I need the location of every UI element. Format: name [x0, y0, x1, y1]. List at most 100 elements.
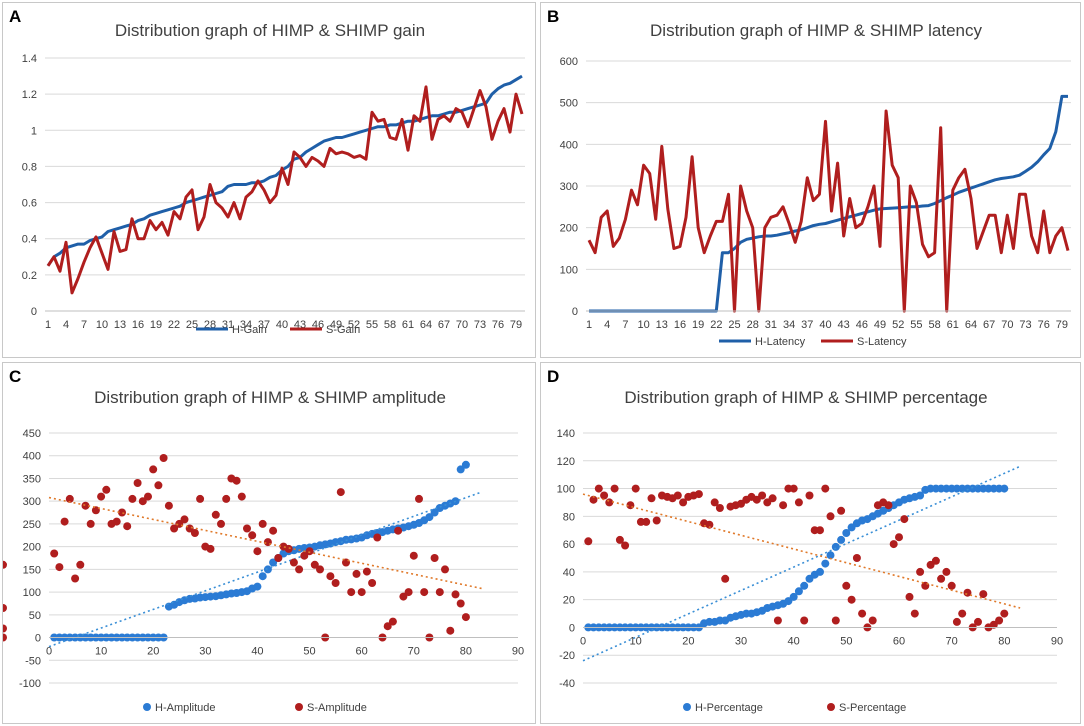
x-tick-label: 20 — [147, 646, 159, 658]
x-tick-label: 25 — [186, 319, 198, 331]
x-tick-label: 61 — [402, 319, 414, 331]
x-tick-label: 7 — [622, 319, 628, 331]
point-s-percentage — [895, 533, 903, 542]
x-tick-label: 10 — [95, 646, 107, 658]
point-h-amplitude — [425, 513, 434, 522]
x-tick-label: 52 — [348, 319, 360, 331]
chart-title: Distribution graph of HIMP & SHIMP gain — [115, 21, 425, 40]
point-s-amplitude — [362, 567, 371, 576]
point-s-amplitude — [352, 569, 361, 578]
point-s-amplitude — [326, 572, 335, 581]
point-h-amplitude — [258, 572, 267, 581]
point-s-percentage — [715, 504, 724, 512]
point-s-percentage — [816, 526, 824, 535]
point-s-amplitude — [118, 508, 126, 517]
point-s-amplitude — [60, 517, 69, 526]
legend-s-gain: S-Gain — [326, 324, 360, 336]
point-s-amplitude — [112, 517, 121, 526]
point-s-amplitude — [404, 588, 413, 597]
panel-c: C Distribution graph of HIMP & SHIMP amp… — [2, 362, 536, 724]
point-s-amplitude — [123, 522, 132, 531]
y-tick-label: 200 — [23, 542, 41, 554]
point-h-percentage — [842, 529, 851, 537]
point-s-percentage — [800, 616, 809, 625]
point-s-amplitude — [269, 526, 278, 535]
point-s-amplitude — [415, 494, 423, 503]
point-s-percentage — [942, 567, 951, 576]
point-s-percentage — [889, 540, 898, 549]
x-tick-label: 13 — [114, 319, 126, 331]
point-s-amplitude — [164, 501, 173, 510]
point-s-percentage — [900, 515, 909, 524]
x-tick-label: 22 — [168, 319, 180, 331]
legend-swatch-h-percentage — [683, 703, 691, 711]
y-tick-label: 40 — [563, 567, 575, 579]
point-h-amplitude — [269, 558, 278, 567]
legend-h-gain: H-Gain — [232, 324, 267, 336]
point-s-amplitude — [159, 454, 168, 462]
y-tick-label: 0.2 — [22, 270, 37, 282]
x-tick-label: 16 — [674, 319, 686, 331]
point-s-amplitude — [388, 617, 397, 626]
y-tick-label: 0 — [31, 306, 37, 318]
point-s-amplitude — [128, 494, 137, 503]
legend-h-amplitude: H-Amplitude — [155, 702, 216, 714]
legend-h-percentage: H-Percentage — [695, 702, 763, 714]
point-h-amplitude — [263, 565, 272, 574]
legend-s-percentage: S-Percentage — [839, 702, 906, 714]
y-tick-label: 1.2 — [22, 89, 37, 101]
x-tick-label: 10 — [630, 635, 642, 647]
x-tick-label: 40 — [788, 635, 800, 647]
x-tick-label: 90 — [512, 646, 524, 658]
x-tick-label: 58 — [928, 319, 940, 331]
point-s-amplitude — [102, 485, 111, 494]
y-tick-label: 60 — [563, 539, 575, 551]
point-s-percentage — [768, 494, 777, 503]
trendline-s-percentage — [582, 493, 1021, 609]
x-tick-label: 73 — [1019, 319, 1031, 331]
x-tick-label: 70 — [1001, 319, 1013, 331]
x-tick-label: 1 — [586, 319, 592, 331]
y-tick-label: -40 — [559, 678, 575, 690]
chart-title: Distribution graph of HIMP & SHIMP ampli… — [94, 388, 446, 407]
x-tick-label: 37 — [801, 319, 813, 331]
point-s-amplitude — [3, 560, 7, 569]
point-s-percentage — [963, 588, 972, 597]
y-tick-label: 100 — [557, 484, 575, 496]
y-tick-label: 140 — [557, 428, 575, 440]
x-tick-label: 50 — [303, 646, 315, 658]
point-s-percentage — [600, 491, 609, 500]
point-s-amplitude — [232, 476, 241, 485]
legend-s-amplitude: S-Amplitude — [307, 702, 367, 714]
y-tick-label: 100 — [560, 264, 578, 276]
point-s-percentage — [584, 537, 593, 546]
panel-a-label: A — [9, 7, 22, 26]
x-tick-label: 76 — [492, 319, 504, 331]
point-s-amplitude — [133, 479, 142, 487]
point-s-amplitude — [170, 524, 179, 533]
x-tick-label: 28 — [747, 319, 759, 331]
y-tick-label: 20 — [563, 595, 575, 607]
point-s-percentage — [979, 590, 988, 599]
x-tick-label: 16 — [132, 319, 144, 331]
x-tick-label: 64 — [965, 319, 977, 331]
y-tick-label: 200 — [560, 223, 578, 235]
point-h-percentage — [826, 551, 835, 560]
point-s-amplitude — [3, 633, 7, 642]
point-s-percentage — [631, 484, 640, 493]
y-tick-label: 300 — [560, 181, 578, 193]
point-s-amplitude — [222, 494, 231, 503]
point-h-percentage — [800, 581, 809, 590]
y-tick-label: 1 — [31, 125, 37, 137]
point-s-amplitude — [55, 563, 64, 572]
point-s-amplitude — [81, 501, 90, 510]
y-tick-label: 0.4 — [22, 234, 37, 246]
x-tick-label: 19 — [692, 319, 704, 331]
y-tick-label: 100 — [23, 587, 41, 599]
x-tick-label: 20 — [682, 635, 694, 647]
x-tick-label: 70 — [408, 646, 420, 658]
point-s-percentage — [721, 574, 730, 583]
x-tick-label: 40 — [276, 319, 288, 331]
x-tick-label: 4 — [63, 319, 69, 331]
trendline-h-percentage — [582, 465, 1021, 662]
